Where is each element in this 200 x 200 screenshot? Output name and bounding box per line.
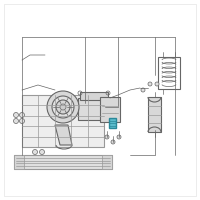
Circle shape	[148, 82, 152, 86]
Circle shape	[52, 96, 74, 118]
Circle shape	[47, 91, 79, 123]
Circle shape	[32, 150, 38, 154]
Circle shape	[60, 104, 66, 110]
Circle shape	[105, 135, 109, 139]
Bar	[158, 57, 180, 89]
Bar	[109, 118, 116, 128]
Circle shape	[117, 135, 121, 139]
Circle shape	[56, 100, 70, 114]
Circle shape	[155, 82, 159, 86]
Bar	[80, 92, 108, 100]
Circle shape	[111, 140, 115, 144]
Bar	[102, 155, 112, 169]
Circle shape	[14, 118, 18, 123]
Bar	[14, 155, 24, 169]
Bar	[148, 97, 161, 132]
Bar	[14, 155, 112, 169]
Circle shape	[141, 88, 145, 92]
Bar	[78, 98, 110, 120]
Bar	[100, 97, 120, 122]
Circle shape	[20, 118, 24, 123]
Bar	[110, 111, 116, 116]
Circle shape	[40, 150, 44, 154]
Circle shape	[20, 112, 24, 117]
Circle shape	[14, 112, 18, 117]
Bar	[22, 95, 104, 147]
Bar	[110, 102, 116, 107]
Polygon shape	[55, 125, 72, 145]
